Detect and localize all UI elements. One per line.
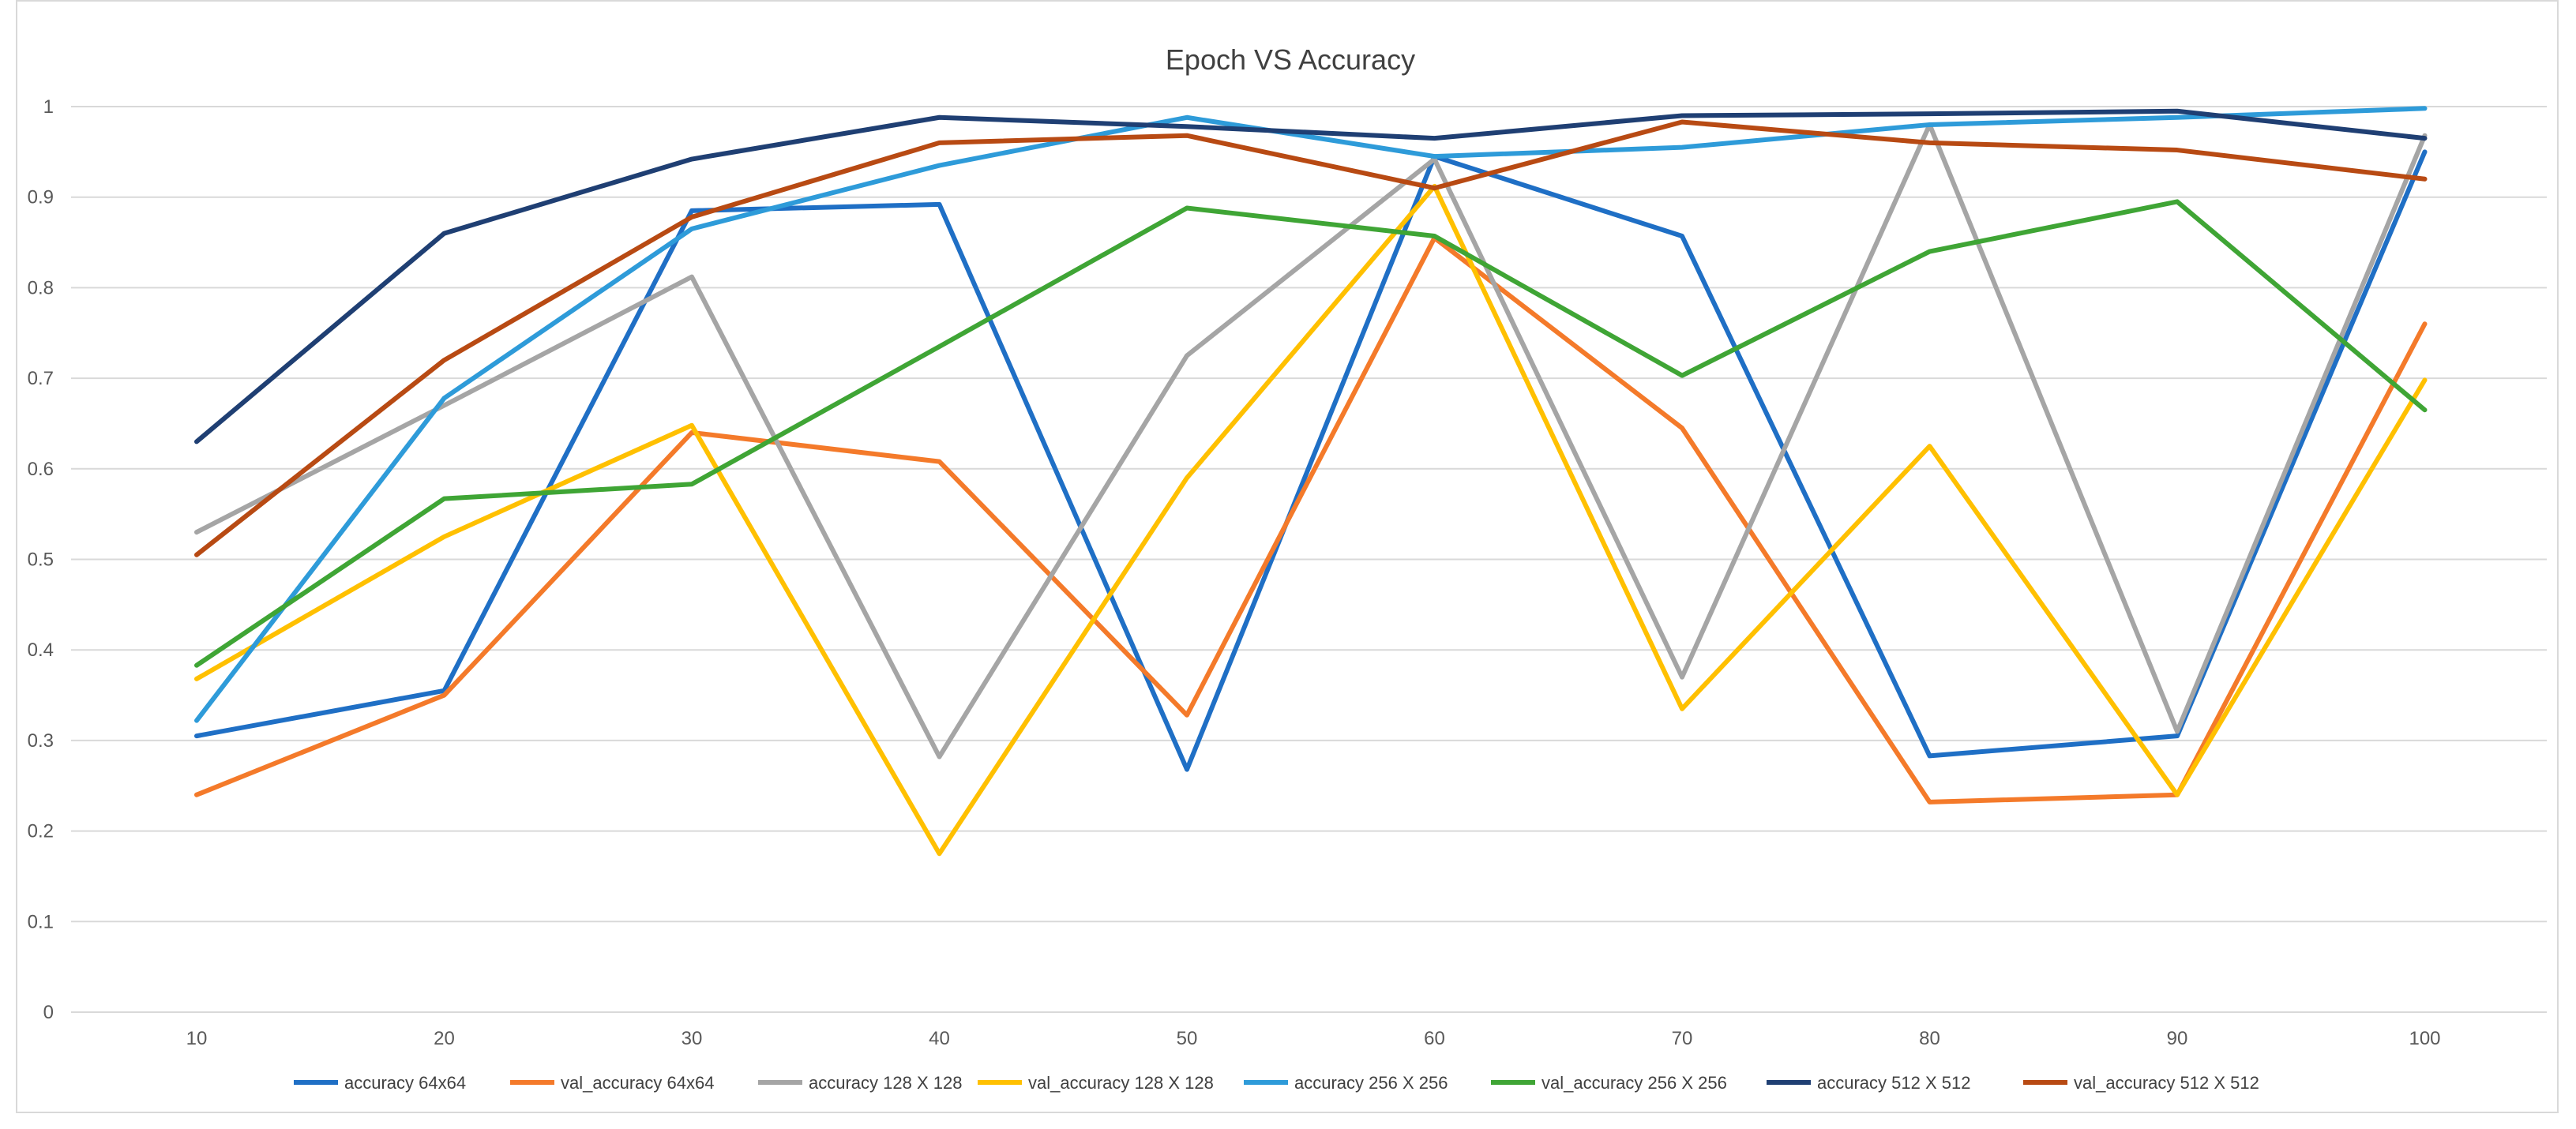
gridlines	[71, 106, 2547, 1013]
x-tick-label: 20	[434, 1028, 455, 1049]
chart-title: Epoch VS Accuracy	[1166, 43, 1415, 76]
series-line-0	[194, 149, 2428, 772]
legend-label: accuracy 128 X 128	[809, 1073, 962, 1093]
chart-area	[16, 0, 2559, 1113]
y-tick-label: 0.9	[28, 187, 54, 208]
series-line-2	[194, 122, 2428, 760]
y-tick-label: 0.8	[28, 277, 54, 298]
legend-label: accuracy 512 X 512	[1817, 1073, 1970, 1093]
series-line-4	[194, 106, 2428, 723]
y-tick-label: 0.4	[28, 640, 54, 661]
y-axis-ticks: 0 0.1 0.2 0.3 0.4 0.5 0.6 0.7 0.8 0.9 1	[28, 96, 54, 1023]
series-line-6	[194, 108, 2428, 444]
legend: accuracy 64x64 val_accuracy 64x64 accuracy…	[294, 1073, 2259, 1093]
series-line-3	[194, 183, 2428, 857]
x-tick-label: 50	[1177, 1028, 1198, 1049]
x-tick-label: 30	[682, 1028, 703, 1049]
legend-label: val_accuracy 64x64	[561, 1073, 714, 1093]
y-tick-label: 0.2	[28, 821, 54, 842]
x-tick-label: 90	[2167, 1028, 2188, 1049]
legend-label: val_accuracy 512 X 512	[2074, 1073, 2259, 1093]
x-tick-label: 10	[186, 1028, 208, 1049]
y-tick-label: 0.6	[28, 459, 54, 480]
y-tick-label: 1	[43, 96, 54, 118]
legend-label: val_accuracy 256 X 256	[1541, 1073, 1727, 1093]
y-tick-label: 0.1	[28, 911, 54, 932]
series-line-7	[194, 119, 2428, 557]
x-tick-label: 70	[1672, 1028, 1693, 1049]
x-tick-label: 80	[1919, 1028, 1940, 1049]
series-line-1	[194, 235, 2428, 805]
y-tick-label: 0	[43, 1002, 54, 1023]
y-tick-label: 0.3	[28, 730, 54, 752]
legend-label: val_accuracy 128 X 128	[1028, 1073, 1214, 1093]
series-lines	[194, 106, 2428, 857]
x-tick-label: 60	[1424, 1028, 1445, 1049]
series-line-5	[194, 199, 2428, 668]
y-tick-label: 0.7	[28, 368, 54, 389]
x-tick-label: 100	[2409, 1028, 2440, 1049]
x-tick-label: 40	[929, 1028, 950, 1049]
x-axis-ticks: 10 20 30 40 50 60 70 80 90 100	[186, 1028, 2441, 1049]
y-tick-label: 0.5	[28, 549, 54, 571]
legend-label: accuracy 64x64	[344, 1073, 466, 1093]
legend-label: accuracy 256 X 256	[1294, 1073, 1448, 1093]
